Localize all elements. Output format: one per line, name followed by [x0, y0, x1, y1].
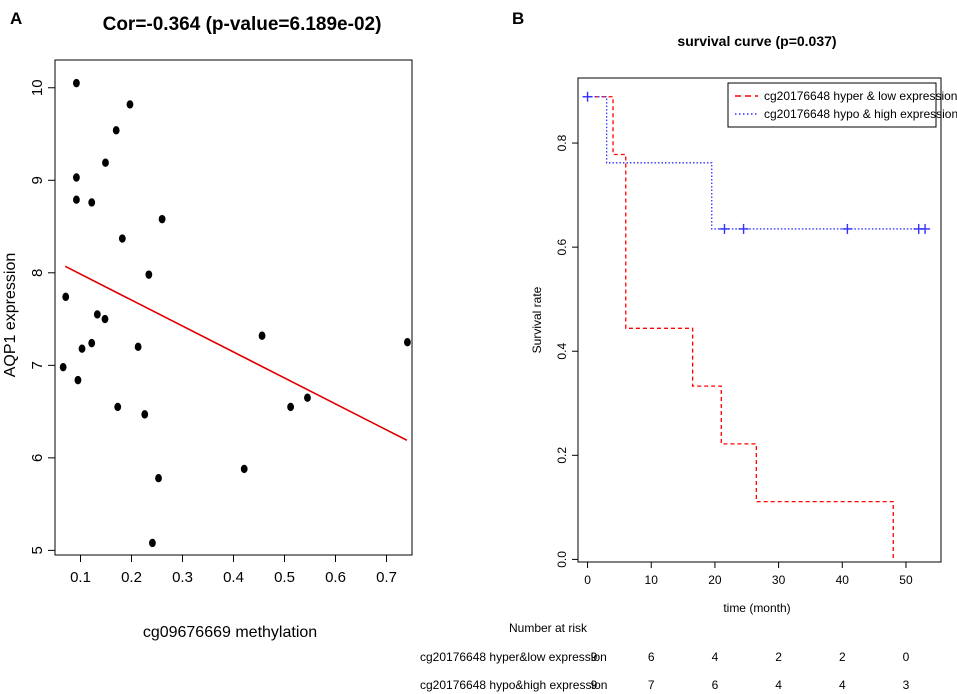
scatter-title: Cor=-0.364 (p-value=6.189e-02) — [103, 14, 382, 35]
scatter-point — [149, 538, 156, 548]
regression-line — [64, 265, 408, 441]
scatter-x-tick-label: 0.4 — [223, 569, 244, 586]
survival-plot-frame — [577, 77, 942, 563]
risk-value: 4 — [712, 650, 719, 664]
risk-table-title: Number at risk — [509, 621, 588, 635]
scatter-point — [59, 362, 67, 372]
scatter-x-tick-label: 0.7 — [376, 569, 397, 586]
scatter-point — [118, 234, 126, 243]
scatter-x-axis-title: cg09676669 methylation — [143, 624, 317, 641]
survival-title: survival curve (p=0.037) — [677, 33, 836, 49]
risk-value: 0 — [903, 650, 910, 664]
scatter-point — [101, 314, 109, 324]
scatter-point — [62, 292, 70, 302]
censor-mark — [842, 223, 853, 234]
scatter-point — [240, 464, 248, 474]
panel-label-a: A — [10, 9, 22, 28]
scatter-point — [88, 198, 96, 207]
scatter-point — [404, 337, 411, 347]
scatter-point — [141, 410, 149, 419]
survival-y-tick-label: 0.6 — [555, 238, 569, 255]
scatter-y-axis-title: AQP1 expression — [2, 253, 19, 378]
legend: cg20176648 hyper & low expression cg2017… — [727, 82, 957, 128]
censor-mark — [738, 223, 749, 234]
survival-x-tick-label: 0 — [584, 573, 591, 587]
survival-panel: survival curve (p=0.037) Survival rate t… — [420, 33, 957, 692]
scatter-point — [158, 214, 166, 224]
scatter-point — [134, 342, 142, 352]
risk-row-label: cg20176648 hypo&high expression — [420, 678, 607, 692]
legend-box — [727, 82, 937, 128]
risk-value: 4 — [839, 678, 846, 692]
scatter-x-tick-label: 0.2 — [121, 569, 142, 586]
censor-mark — [920, 223, 931, 234]
panel-label-b: B — [512, 9, 524, 28]
survival-y-tick-label: 0.2 — [555, 447, 569, 464]
scatter-point — [93, 310, 101, 319]
risk-value: 3 — [903, 678, 910, 692]
censor-mark — [582, 91, 593, 102]
scatter-x-tick-label: 0.3 — [172, 569, 193, 586]
survival-x-tick-label: 20 — [708, 573, 722, 587]
scatter-point — [102, 158, 109, 167]
risk-value: 9 — [591, 678, 598, 692]
scatter-point — [126, 100, 134, 109]
scatter-y-tick-label: 10 — [29, 79, 46, 96]
survival-x-tick-label: 10 — [645, 573, 659, 587]
scatter-plot-frame — [54, 59, 413, 556]
scatter-point — [114, 402, 122, 412]
survival-y-tick-label: 0.0 — [555, 551, 569, 568]
risk-value: 6 — [648, 650, 655, 664]
scatter-point — [73, 173, 80, 182]
scatter-panel: Cor=-0.364 (p-value=6.189e-02) AQP1 expr… — [2, 14, 413, 641]
scatter-x-tick-label: 0.6 — [325, 569, 346, 586]
scatter-y-tick-label: 7 — [29, 361, 46, 369]
risk-value: 6 — [712, 678, 719, 692]
scatter-x-tick-label: 0.5 — [274, 569, 295, 586]
survival-x-axis-title: time (month) — [723, 601, 790, 615]
censor-mark — [719, 223, 730, 234]
survival-x-tick-label: 50 — [899, 573, 913, 587]
survival-y-tick-label: 0.4 — [555, 343, 569, 360]
survival-y-tick-label: 0.8 — [555, 134, 569, 151]
legend-label-hyper-low: cg20176648 hyper & low expression — [764, 89, 957, 103]
scatter-y-tick-label: 5 — [29, 546, 46, 554]
risk-table: Number at risk cg20176648 hyper&low expr… — [420, 621, 910, 692]
scatter-y-tick-label: 8 — [29, 269, 46, 277]
risk-value: 9 — [591, 650, 598, 664]
scatter-point — [155, 474, 162, 483]
scatter-point — [73, 195, 80, 204]
scatter-y-tick-label: 9 — [29, 176, 46, 184]
risk-value: 4 — [775, 678, 782, 692]
scatter-point — [112, 126, 120, 135]
scatter-point — [304, 393, 311, 402]
scatter-y-tick-label: 6 — [29, 454, 46, 462]
scatter-point — [74, 375, 82, 385]
risk-value: 2 — [775, 650, 782, 664]
risk-value: 7 — [648, 678, 655, 692]
survival-y-axis-title: Survival rate — [530, 286, 544, 353]
scatter-point — [78, 344, 86, 353]
survival-curve-hyper-low — [587, 96, 894, 560]
risk-row-label: cg20176648 hyper&low expression — [420, 650, 607, 664]
scatter-point — [258, 331, 266, 340]
legend-label-hypo-high: cg20176648 hypo & high expression — [764, 107, 957, 121]
scatter-point — [88, 338, 96, 348]
survival-x-tick-label: 30 — [772, 573, 786, 587]
scatter-point — [145, 270, 153, 279]
scatter-point — [73, 78, 80, 88]
scatter-x-tick-label: 0.1 — [70, 569, 91, 586]
risk-value: 2 — [839, 650, 846, 664]
scatter-point — [287, 402, 295, 412]
survival-x-tick-label: 40 — [836, 573, 850, 587]
